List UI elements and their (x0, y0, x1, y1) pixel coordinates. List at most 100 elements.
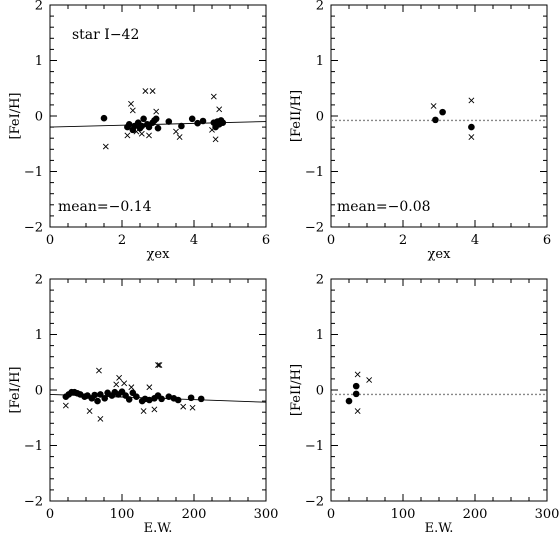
data-point-cross (128, 100, 134, 107)
x-tick-label: 200 (182, 507, 207, 522)
data-point-circle (125, 396, 133, 403)
data-point-circle (100, 114, 108, 122)
data-point-cross (366, 377, 373, 383)
plot-frame (49, 278, 267, 502)
data-point-circle (174, 396, 182, 404)
data-point-cross (146, 132, 152, 139)
x-axis-label: E.W. (144, 521, 173, 535)
x-tick-label: 100 (391, 507, 416, 522)
data-point-circle (199, 117, 207, 125)
y-tick-label: −1 (24, 439, 43, 454)
y-axis-label: [FeI/H] (8, 367, 23, 414)
data-point-circle (188, 115, 196, 123)
y-tick-label: 2 (35, 0, 43, 14)
data-point-cross (97, 415, 104, 422)
plot-frame (330, 4, 548, 228)
data-point-cross (102, 143, 109, 150)
data-point-circle (219, 119, 227, 126)
data-point-circle (165, 118, 173, 125)
data-point-cross (124, 132, 131, 139)
mean-label: mean=−0.14 (58, 199, 152, 215)
x-tick-label: 300 (254, 507, 279, 522)
x-tick-label: 0 (327, 233, 335, 248)
data-point-circle (432, 116, 439, 124)
data-point-circle (101, 395, 109, 402)
data-point-circle (352, 390, 360, 398)
data-point-circle (345, 397, 353, 405)
data-point-circle (158, 395, 165, 403)
fit-line (49, 121, 267, 128)
y-tick-label: 1 (35, 328, 43, 343)
chart-panel-bottom-right: 0 100 200 300 −2 −1 0 1 2 E.W. [FeII/H] (289, 273, 559, 535)
data-point-cross (189, 404, 196, 411)
x-tick-label: 4 (190, 233, 198, 248)
data-point-circle (352, 382, 360, 390)
x-tick-label: 300 (535, 507, 560, 522)
data-point-circle (165, 393, 173, 400)
data-point-cross (62, 402, 69, 409)
chart-panel-top-left: 0 2 4 6 −2 −1 0 1 2 χex [FeI/H] star I−42 mean=−0.14 (8, 0, 270, 262)
data-point-circle (154, 124, 162, 132)
data-point-circle (439, 108, 446, 116)
y-tick-label: −2 (24, 495, 43, 510)
data-point-cross (116, 374, 123, 381)
data-point-cross (138, 130, 145, 137)
x-tick-label: 2 (399, 233, 407, 248)
data-point-cross (173, 128, 179, 135)
data-point-circle (91, 391, 98, 399)
data-point-circle (178, 122, 185, 130)
data-point-cross (210, 93, 217, 100)
data-point-cross (142, 88, 149, 94)
data-point-circle (145, 123, 153, 131)
y-axis-label: [FeI/H] (8, 93, 23, 140)
x-axis-label: χex (428, 247, 452, 262)
x-axis-label: E.W. (425, 521, 454, 535)
data-point-cross (96, 367, 102, 374)
data-point-circle (97, 391, 104, 398)
data-point-cross (176, 134, 183, 141)
y-tick-label: 0 (316, 110, 324, 125)
data-point-cross (153, 108, 160, 115)
data-point-circle (152, 115, 160, 123)
data-point-circle (125, 121, 133, 128)
data-point-circle (187, 394, 195, 402)
y-axis-label: [FeII/H] (289, 364, 304, 416)
data-point-cross (180, 403, 187, 410)
data-point-circle (194, 119, 201, 127)
y-axis-label: [FeII/H] (289, 90, 304, 142)
y-tick-label: −1 (305, 439, 324, 454)
x-tick-label: 4 (471, 233, 479, 248)
data-point-circle (468, 123, 475, 131)
data-point-cross (468, 134, 475, 141)
data-point-cross (151, 406, 158, 413)
y-tick-label: −1 (305, 165, 324, 180)
y-tick-label: −2 (24, 221, 43, 236)
x-tick-label: 200 (463, 507, 488, 522)
y-tick-label: −1 (24, 165, 43, 180)
y-tick-label: 2 (316, 273, 324, 288)
y-tick-label: 0 (316, 384, 324, 399)
y-tick-label: −2 (305, 221, 324, 236)
data-point-cross (155, 362, 161, 368)
data-point-cross (212, 136, 219, 143)
data-point-cross (146, 384, 153, 391)
data-point-cross (121, 380, 128, 387)
data-point-cross (133, 128, 140, 135)
data-point-circle (140, 115, 147, 123)
data-point-cross (156, 362, 163, 368)
x-tick-label: 2 (118, 233, 126, 248)
star-label: star I−42 (72, 27, 139, 43)
data-point-cross (140, 408, 147, 415)
data-point-cross (149, 88, 156, 94)
plot-frame (330, 278, 548, 502)
data-point-cross (209, 126, 215, 133)
y-tick-label: 0 (35, 384, 43, 399)
chart-panel-bottom-left: 0 100 200 300 −2 −1 0 1 2 E.W. [FeI/H] (8, 273, 278, 535)
x-tick-label: 6 (262, 233, 270, 248)
x-tick-label: 6 (543, 233, 551, 248)
x-tick-label: 0 (46, 233, 54, 248)
chart-panel-top-right: 0 2 4 6 −2 −1 0 1 2 χex [FeII/H] mean=−0.08 (289, 0, 551, 262)
data-point-cross (430, 103, 437, 109)
y-tick-label: 1 (35, 54, 43, 69)
